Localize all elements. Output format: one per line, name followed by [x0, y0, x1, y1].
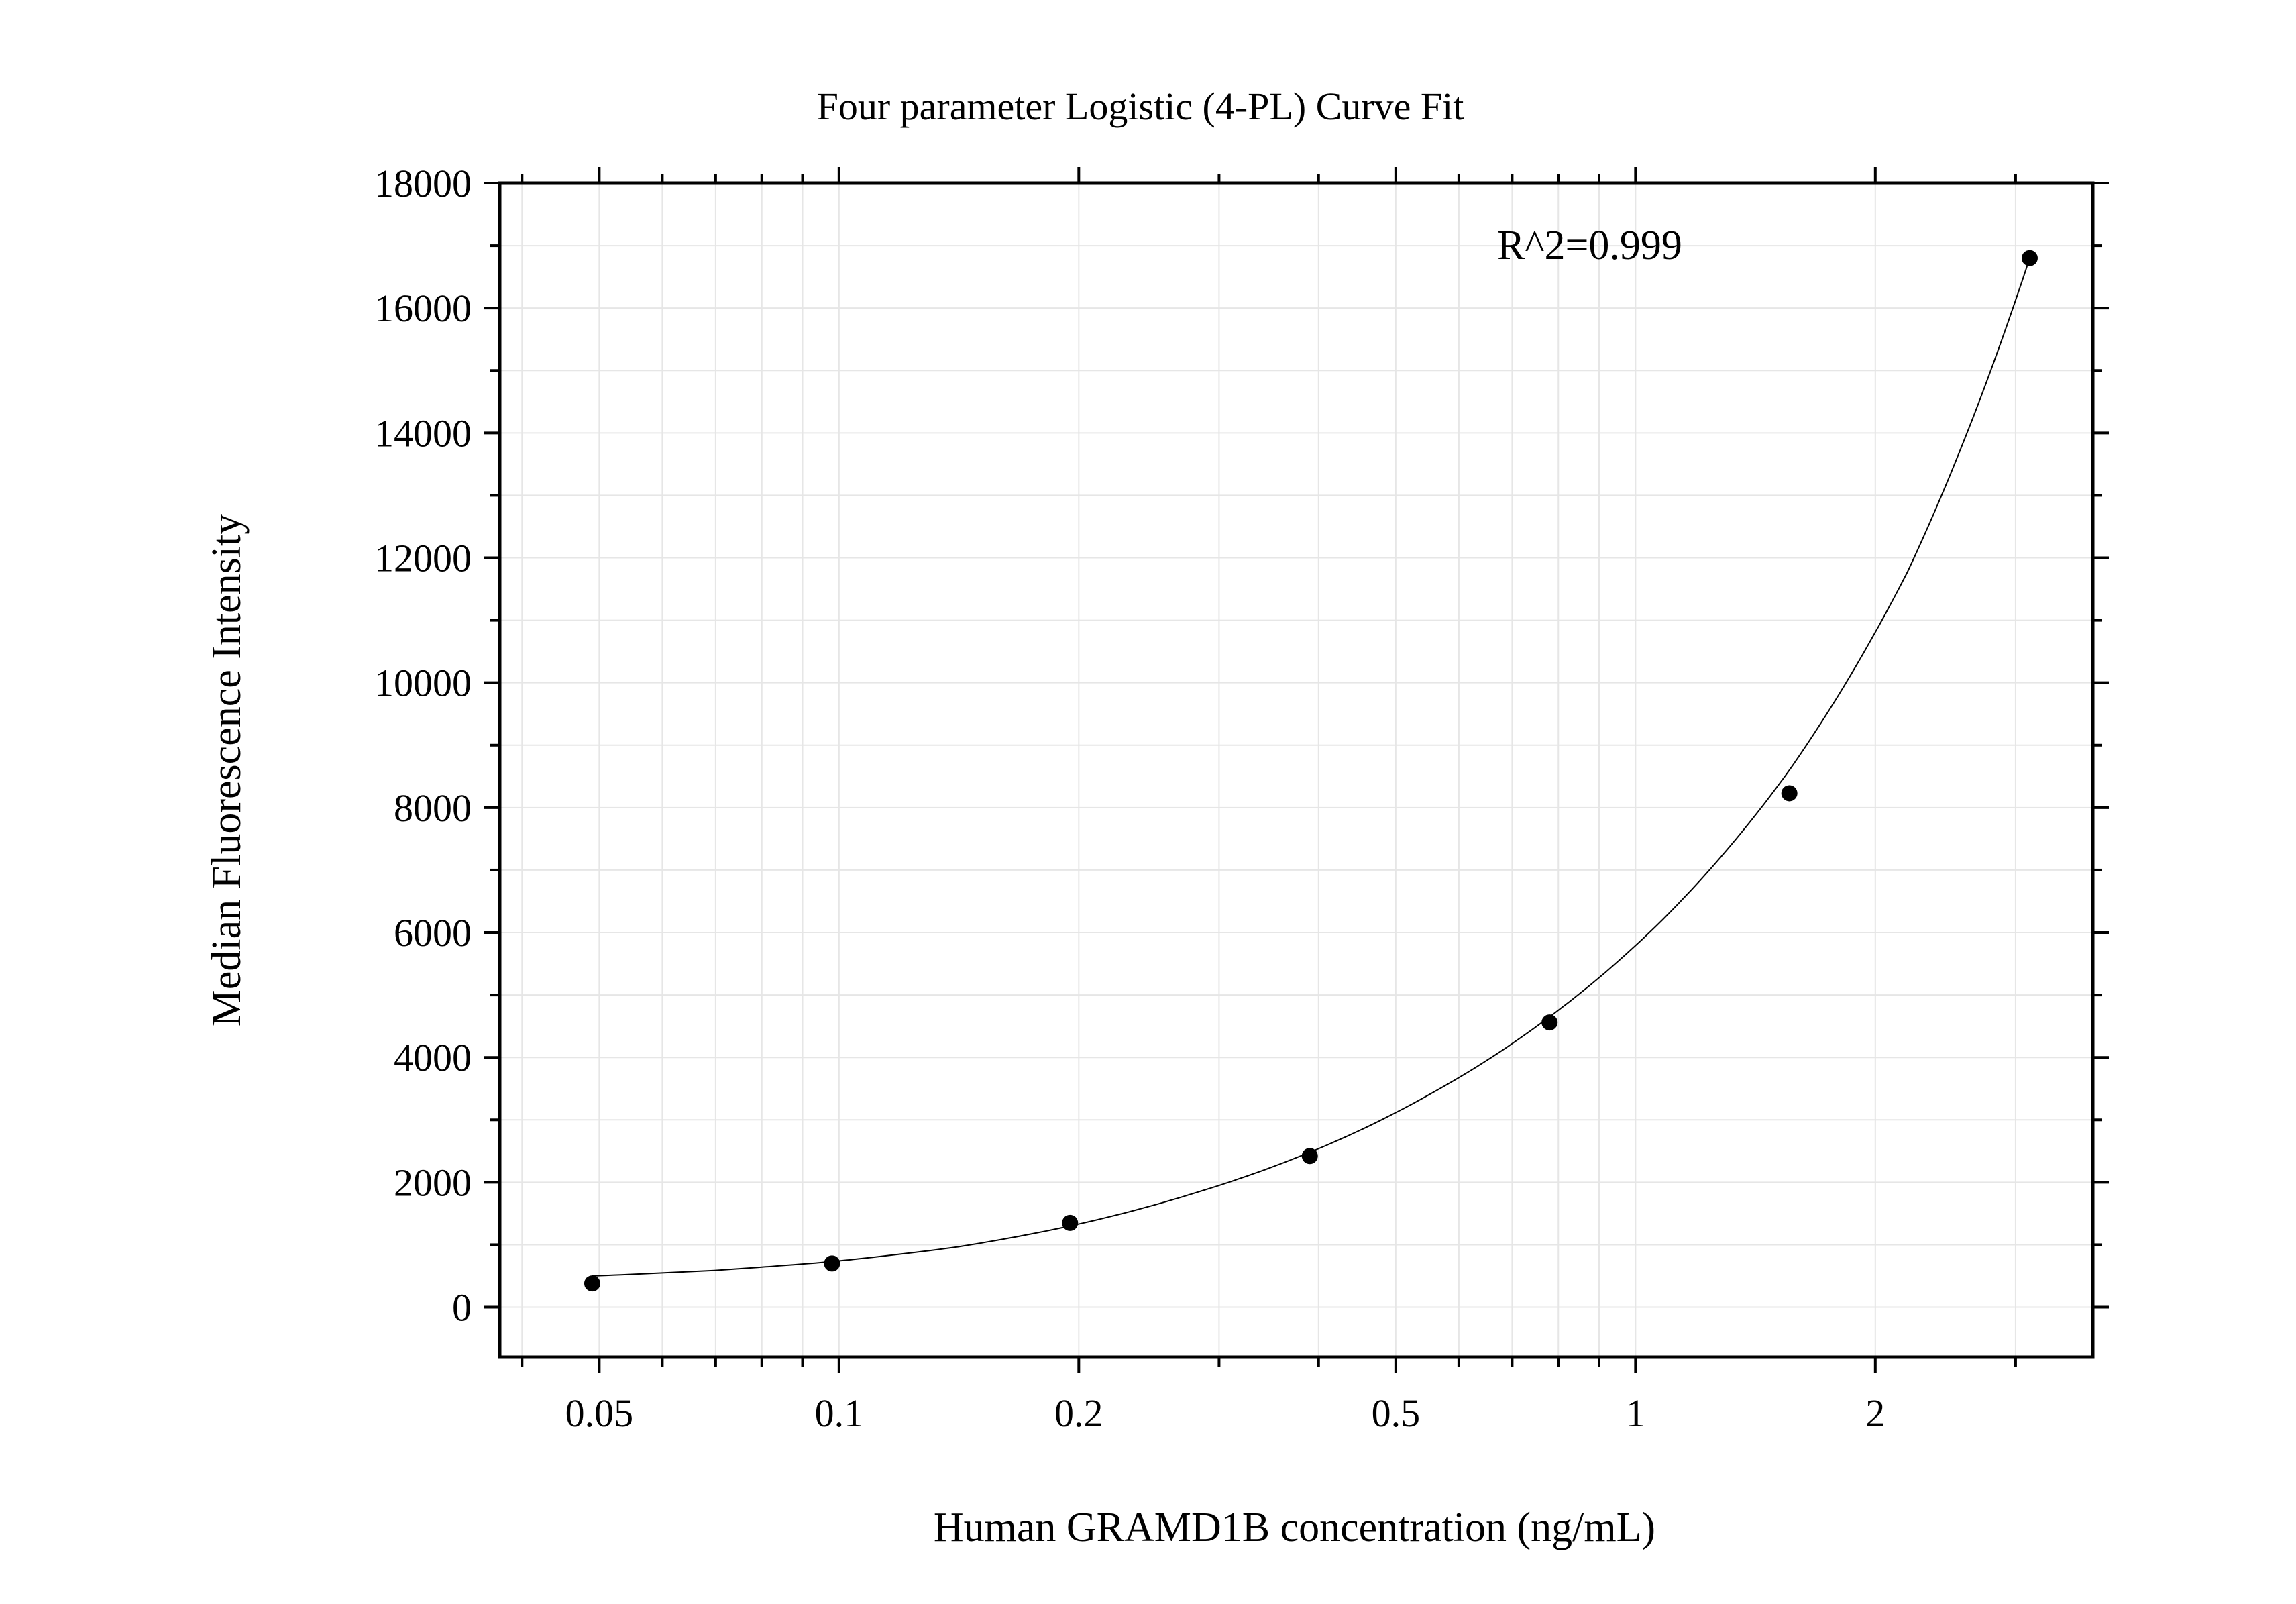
- axis-ticks: [484, 167, 2109, 1373]
- y-tick-label: 8000: [394, 786, 472, 830]
- data-points: [584, 250, 2038, 1292]
- x-tick-label: 0.2: [1054, 1391, 1103, 1435]
- x-tick-label: 2: [1865, 1391, 1885, 1435]
- data-point: [584, 1275, 600, 1292]
- x-tick-label: 0.1: [815, 1391, 864, 1435]
- x-tick-label: 0.5: [1372, 1391, 1421, 1435]
- r-squared-annotation: R^2=0.999: [1497, 223, 1682, 268]
- y-tick-label: 0: [452, 1286, 472, 1330]
- data-point: [824, 1255, 840, 1272]
- x-tick-labels: 0.05 0.1 0.2 0.5 1 2: [565, 1391, 1885, 1435]
- data-point: [2021, 250, 2038, 266]
- y-tick-label: 16000: [374, 286, 472, 330]
- data-point: [1301, 1148, 1318, 1165]
- y-tick-label: 18000: [374, 162, 472, 205]
- plot-frame: [498, 181, 2095, 1359]
- y-tick-label: 14000: [374, 411, 472, 455]
- y-tick-label: 4000: [394, 1036, 472, 1079]
- data-point: [1541, 1014, 1558, 1031]
- y-tick-label: 10000: [374, 661, 472, 705]
- data-point: [1781, 785, 1798, 802]
- x-tick-label: 1: [1626, 1391, 1645, 1435]
- grid-layer: [500, 182, 2093, 1357]
- y-tick-label: 2000: [394, 1161, 472, 1204]
- data-point: [1062, 1214, 1079, 1231]
- fit-curve: [592, 258, 2030, 1277]
- y-axis-label: Median Fluorescence Intensity: [204, 514, 250, 1026]
- x-axis-label: Human GRAMD1B concentration (ng/mL): [934, 1505, 1655, 1550]
- y-tick-label: 12000: [374, 537, 472, 580]
- x-tick-label: 0.05: [565, 1391, 634, 1435]
- y-tick-label: 6000: [394, 911, 472, 955]
- chart-title: Four parameter Logistic (4-PL) Curve Fit: [817, 85, 1464, 128]
- y-tick-labels: 0 2000 4000 6000 8000 10000 12000 14000 16000 180…: [374, 162, 472, 1330]
